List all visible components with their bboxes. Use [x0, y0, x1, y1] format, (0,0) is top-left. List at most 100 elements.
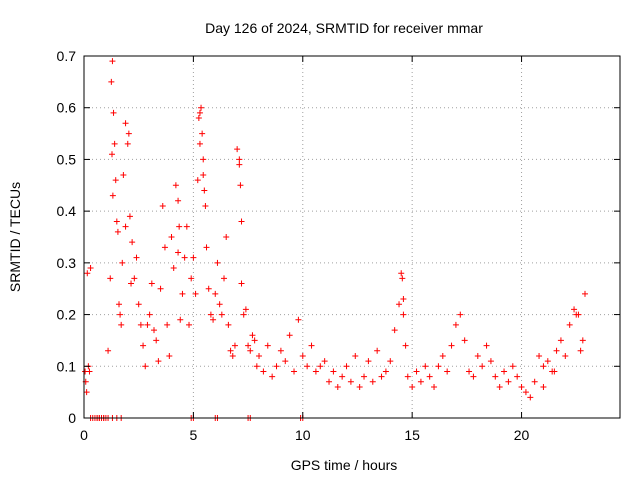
- data-point: [540, 363, 547, 370]
- data-point: [334, 383, 341, 390]
- data-point: [577, 347, 584, 354]
- y-tick-label: 0.2: [57, 307, 77, 323]
- data-point: [402, 342, 409, 349]
- data-point: [573, 311, 580, 318]
- data-point: [566, 321, 573, 328]
- data-point: [422, 363, 429, 370]
- data-point: [361, 373, 368, 380]
- data-point: [202, 202, 209, 209]
- data-point: [229, 352, 236, 359]
- data-point: [236, 156, 243, 163]
- data-point: [155, 358, 162, 365]
- data-point: [299, 352, 306, 359]
- data-point: [201, 187, 208, 194]
- data-point: [87, 265, 94, 272]
- data-point: [196, 140, 203, 147]
- data-point: [114, 228, 121, 235]
- data-point: [417, 378, 424, 385]
- data-point: [253, 363, 260, 370]
- data-point: [352, 352, 359, 359]
- data-point: [514, 373, 521, 380]
- data-point: [391, 327, 398, 334]
- data-point: [399, 275, 406, 282]
- y-tick-label: 0.7: [57, 48, 77, 64]
- tick-labels: 0 5 10 15 20 0 0.1 0.2 0.3 0.4 0.5 0.6 0.7: [57, 48, 530, 443]
- data-point: [365, 358, 372, 365]
- data-point: [205, 285, 212, 292]
- data-point: [116, 301, 123, 308]
- data-point: [196, 109, 203, 116]
- data-point: [124, 140, 131, 147]
- y-tick-label: 0.1: [57, 358, 77, 374]
- data-point: [457, 311, 464, 318]
- data-point: [210, 316, 217, 323]
- data-point: [282, 358, 289, 365]
- data-point: [474, 352, 481, 359]
- data-point: [84, 270, 91, 277]
- data-point: [119, 259, 126, 266]
- data-point: [544, 358, 551, 365]
- data-point: [396, 301, 403, 308]
- data-point: [166, 352, 173, 359]
- data-point: [256, 352, 263, 359]
- data-point: [118, 321, 125, 328]
- data-point: [110, 109, 117, 116]
- data-point: [483, 342, 490, 349]
- data-point: [264, 342, 271, 349]
- data-point: [181, 254, 188, 261]
- data-point: [409, 383, 416, 390]
- data-point: [571, 306, 578, 313]
- data-point: [109, 58, 116, 65]
- x-tick-label: 5: [189, 427, 197, 443]
- data-point: [501, 368, 508, 375]
- data-point: [527, 394, 534, 401]
- data-point: [126, 213, 133, 220]
- data-point: [387, 358, 394, 365]
- data-point: [188, 275, 195, 282]
- data-point: [551, 368, 558, 375]
- data-point: [221, 275, 228, 282]
- data-point: [251, 337, 258, 344]
- data-point: [240, 311, 247, 318]
- data-point: [194, 177, 201, 184]
- data-point: [234, 146, 241, 153]
- data-point: [142, 363, 149, 370]
- y-tick-label: 0.5: [57, 151, 77, 167]
- data-point: [199, 130, 206, 137]
- data-point: [448, 342, 455, 349]
- data-point: [179, 290, 186, 297]
- data-point: [113, 218, 120, 225]
- data-point: [466, 368, 473, 375]
- data-point: [536, 352, 543, 359]
- data-point: [111, 140, 118, 147]
- data-point: [237, 182, 244, 189]
- chart-title: Day 126 of 2024, SRMTID for receiver mma…: [205, 20, 483, 36]
- data-point: [107, 275, 114, 282]
- y-tick-label: 0: [68, 410, 76, 426]
- data-point: [369, 378, 376, 385]
- data-point: [470, 373, 477, 380]
- data-point: [227, 347, 234, 354]
- data-point: [225, 321, 232, 328]
- x-tick-label: 15: [404, 427, 420, 443]
- data-point: [175, 197, 182, 204]
- data-point: [540, 383, 547, 390]
- data-point: [374, 347, 381, 354]
- data-point: [120, 171, 127, 178]
- data-point: [413, 368, 420, 375]
- y-axis-label: SRMTID / TECUs: [7, 182, 23, 292]
- data-point: [400, 296, 407, 303]
- data-point: [531, 378, 538, 385]
- y-tick-label: 0.6: [57, 100, 77, 116]
- data-points: [82, 58, 588, 421]
- data-point: [400, 311, 407, 318]
- data-point: [557, 337, 564, 344]
- data-point: [133, 254, 140, 261]
- data-point: [273, 363, 280, 370]
- data-point: [321, 358, 328, 365]
- data-point: [236, 161, 243, 168]
- data-point: [461, 337, 468, 344]
- data-point: [496, 383, 503, 390]
- data-point: [579, 337, 586, 344]
- data-point: [203, 244, 210, 251]
